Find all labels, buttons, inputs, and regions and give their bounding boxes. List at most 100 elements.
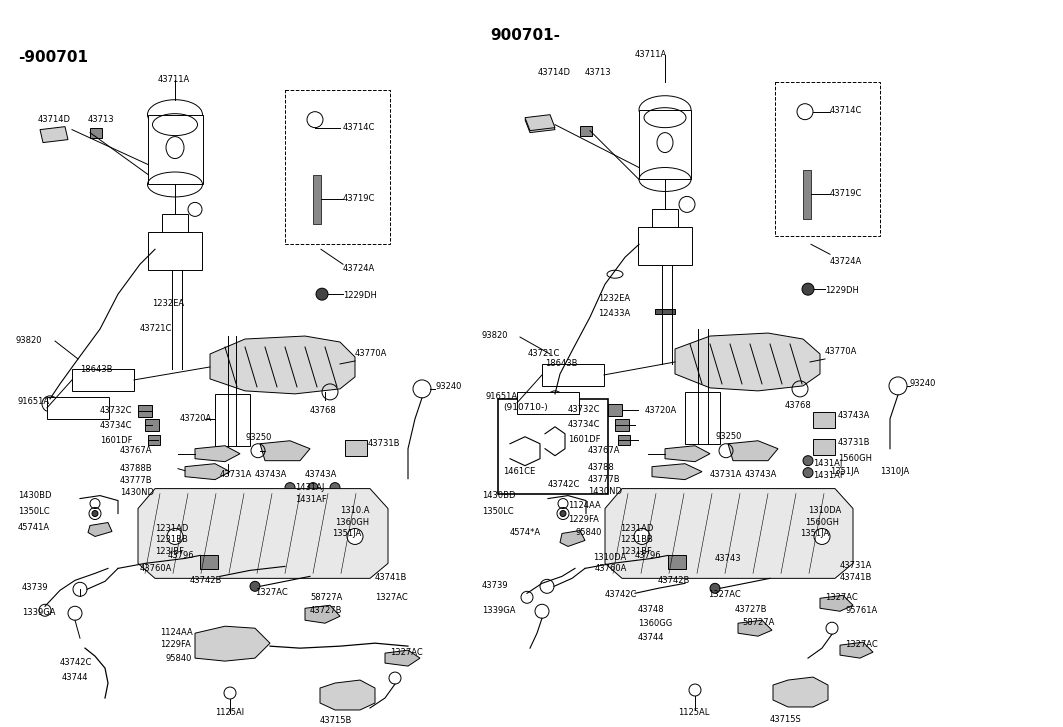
Text: 43731A: 43731A (220, 470, 252, 478)
Text: 1327AC: 1327AC (255, 588, 288, 598)
Text: 1231BB: 1231BB (155, 536, 188, 545)
Text: 43714C: 43714C (830, 105, 862, 115)
Text: 1327AC: 1327AC (390, 648, 423, 657)
Circle shape (167, 529, 183, 545)
Text: 1232EA: 1232EA (598, 294, 630, 303)
Text: 93820: 93820 (15, 336, 41, 345)
Bar (72, 369, 134, 391)
Text: 43741B: 43741B (840, 574, 873, 582)
Text: 1339GA: 1339GA (482, 606, 516, 615)
Circle shape (710, 583, 720, 593)
Text: 1350LC: 1350LC (18, 507, 50, 515)
Text: 43777B: 43777B (120, 475, 153, 485)
Text: 43742C: 43742C (60, 658, 92, 667)
Bar (47, 397, 109, 419)
Ellipse shape (639, 96, 691, 124)
Text: 18643B: 18643B (545, 359, 577, 368)
Text: 1430BD: 1430BD (482, 491, 516, 499)
Polygon shape (728, 441, 778, 461)
Polygon shape (185, 464, 230, 480)
Text: 43714C: 43714C (343, 123, 375, 132)
Circle shape (285, 483, 296, 493)
Text: 93240: 93240 (910, 379, 937, 388)
Text: 43720A: 43720A (180, 414, 213, 423)
Text: 58727A: 58727A (310, 593, 342, 602)
Bar (200, 555, 218, 569)
Bar (90, 128, 102, 137)
Text: 43743A: 43743A (255, 470, 287, 478)
Polygon shape (605, 489, 853, 579)
Text: 43731B: 43731B (838, 438, 871, 447)
Text: 1229DH: 1229DH (825, 286, 859, 295)
Bar (285, 89, 390, 244)
Bar (618, 435, 630, 445)
Text: 43748: 43748 (638, 606, 664, 614)
Text: 43734C: 43734C (100, 421, 133, 430)
Text: 1124AA: 1124AA (568, 501, 601, 510)
Circle shape (803, 456, 813, 466)
Text: 1601DF: 1601DF (100, 435, 133, 445)
Text: 93240: 93240 (435, 382, 461, 391)
Text: 1229FA: 1229FA (161, 640, 191, 649)
Polygon shape (138, 489, 388, 579)
Polygon shape (320, 680, 375, 710)
Text: 1310JA: 1310JA (880, 467, 909, 475)
Polygon shape (820, 595, 853, 611)
Text: 43742B: 43742B (190, 577, 222, 585)
Text: 43741B: 43741B (375, 574, 407, 582)
Text: 4574*A: 4574*A (510, 529, 541, 537)
Polygon shape (525, 116, 555, 132)
Text: 43714D: 43714D (538, 68, 571, 77)
Ellipse shape (148, 100, 202, 129)
Text: 43744: 43744 (638, 633, 664, 642)
Text: 1327AC: 1327AC (825, 593, 858, 602)
Text: 43767A: 43767A (588, 446, 621, 454)
Text: 43719C: 43719C (343, 194, 375, 204)
Bar (580, 126, 592, 136)
Polygon shape (305, 606, 340, 623)
Text: 1431AF: 1431AF (813, 470, 845, 480)
Text: 1310DA: 1310DA (593, 553, 626, 563)
Text: 43770A: 43770A (355, 349, 387, 358)
Text: 43724A: 43724A (343, 264, 375, 273)
Circle shape (250, 582, 260, 591)
Circle shape (316, 288, 328, 300)
Text: 43743A: 43743A (305, 470, 337, 478)
Bar (813, 411, 836, 427)
Text: 1327AC: 1327AC (708, 590, 741, 599)
Text: 1231BF: 1231BF (620, 547, 652, 556)
Polygon shape (88, 523, 112, 537)
Text: 1351JA: 1351JA (830, 467, 859, 475)
Text: 43734C: 43734C (568, 419, 601, 429)
Text: 43715S: 43715S (770, 715, 802, 724)
Bar (145, 419, 159, 431)
Text: 43739: 43739 (482, 582, 508, 590)
Bar (668, 555, 686, 569)
Text: 93250: 93250 (715, 432, 741, 441)
Text: 95761A: 95761A (845, 606, 877, 615)
Bar (148, 233, 202, 270)
Bar (313, 174, 321, 225)
Text: 1601DF: 1601DF (568, 435, 601, 443)
Text: 43721C: 43721C (528, 349, 560, 358)
Polygon shape (385, 650, 420, 666)
Text: 1231BB: 1231BB (620, 536, 653, 545)
Bar (517, 392, 579, 414)
Text: 43715B: 43715B (320, 716, 352, 725)
Text: 45741A: 45741A (18, 523, 50, 531)
Text: 43742C: 43742C (605, 590, 638, 599)
Bar (639, 110, 691, 180)
Text: 43743A: 43743A (838, 411, 871, 419)
Text: 95840: 95840 (165, 654, 191, 663)
Text: 123lBF: 123lBF (155, 547, 184, 556)
Text: 1560GH: 1560GH (805, 518, 839, 526)
Bar (345, 440, 367, 456)
Polygon shape (652, 464, 702, 480)
Text: 43732C: 43732C (568, 405, 601, 414)
Text: 1360GG: 1360GG (638, 619, 672, 628)
Text: 43739: 43739 (22, 583, 49, 593)
Bar (138, 405, 152, 417)
Text: 91651A: 91651A (18, 397, 50, 406)
Text: 43768: 43768 (310, 406, 337, 415)
Bar (655, 309, 675, 314)
